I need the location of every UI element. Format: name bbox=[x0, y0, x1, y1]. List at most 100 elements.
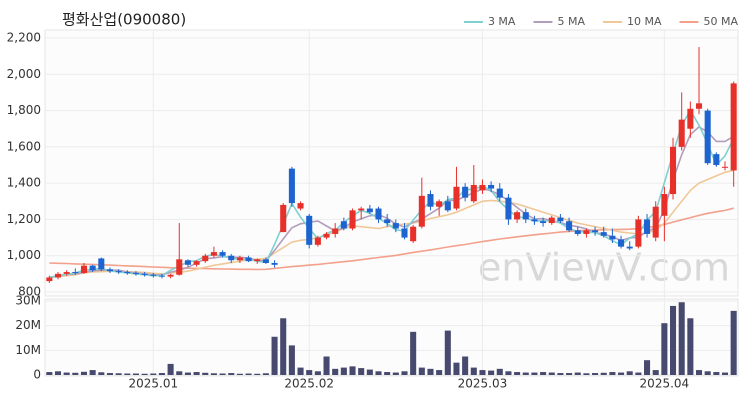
volume-bar bbox=[652, 370, 659, 375]
candle-body bbox=[470, 184, 477, 202]
candle-body bbox=[418, 195, 425, 227]
legend-label: 5 MA bbox=[557, 15, 585, 28]
candle-body bbox=[106, 269, 114, 272]
volume-bar bbox=[89, 370, 96, 375]
volume-bar bbox=[704, 371, 711, 375]
candle-body bbox=[89, 265, 96, 271]
candle-body bbox=[600, 232, 607, 236]
candle-body bbox=[462, 186, 469, 198]
volume-bar bbox=[314, 371, 321, 375]
candle-body bbox=[704, 110, 711, 164]
y-tick-label: 20M bbox=[15, 318, 41, 332]
volume-bar bbox=[548, 372, 555, 375]
candle-body bbox=[262, 259, 269, 263]
candle-body bbox=[453, 186, 460, 209]
candle-body bbox=[531, 219, 538, 222]
y-tick-label: 800 bbox=[18, 285, 41, 299]
ma-line bbox=[49, 207, 734, 271]
volume-bar bbox=[514, 372, 521, 375]
candle-body bbox=[652, 206, 659, 238]
candle-body bbox=[522, 212, 529, 220]
y-tick-label: 1,400 bbox=[7, 176, 41, 190]
candle-body bbox=[167, 274, 174, 277]
candle-body bbox=[635, 219, 642, 247]
candle-body bbox=[349, 210, 356, 229]
candle-body bbox=[548, 217, 555, 224]
volume-bar bbox=[531, 372, 538, 375]
candle-body bbox=[436, 201, 443, 207]
candle-body bbox=[124, 272, 131, 274]
volume-bar bbox=[505, 371, 512, 375]
volume-bar bbox=[721, 372, 729, 375]
volume-bar bbox=[574, 372, 581, 375]
volume-bar bbox=[219, 373, 226, 375]
volume-bar bbox=[349, 366, 356, 375]
volume-bar bbox=[669, 305, 677, 375]
volume-bar bbox=[540, 372, 547, 375]
volume-bar bbox=[444, 330, 451, 375]
volume-bar bbox=[193, 372, 200, 375]
candle-body bbox=[479, 184, 486, 191]
candle-body bbox=[115, 271, 122, 273]
candle-body bbox=[592, 230, 599, 233]
candle-body bbox=[687, 108, 694, 129]
candle-body bbox=[245, 257, 252, 262]
volume-bar bbox=[522, 372, 529, 375]
volume-bar bbox=[72, 372, 79, 375]
y-tick-label: 1,000 bbox=[7, 248, 41, 262]
volume-bar bbox=[496, 368, 503, 375]
volume-bar bbox=[462, 356, 469, 375]
candle-body bbox=[427, 194, 434, 207]
volume-bar bbox=[392, 372, 399, 375]
candle-body bbox=[721, 166, 729, 168]
candle-body bbox=[210, 252, 217, 256]
volume-bar bbox=[63, 372, 70, 375]
volume-bar bbox=[479, 370, 486, 375]
x-tick-label: 2025.03 bbox=[458, 377, 508, 391]
candle-body bbox=[669, 146, 677, 195]
candle-body bbox=[288, 168, 295, 204]
volume-bar bbox=[280, 318, 287, 375]
candle-body bbox=[384, 219, 391, 224]
candle-body bbox=[392, 223, 399, 229]
volume-bar bbox=[245, 373, 252, 375]
candle-body bbox=[730, 83, 737, 171]
candle-body bbox=[80, 265, 88, 273]
y-tick-label: 0 bbox=[33, 368, 41, 382]
volume-bar bbox=[453, 362, 460, 375]
y-tick-label: 30M bbox=[15, 294, 41, 308]
candle-body bbox=[132, 272, 139, 274]
y-tick-label: 2,000 bbox=[7, 67, 41, 81]
volume-bar bbox=[46, 372, 53, 375]
volume-bar bbox=[410, 331, 417, 375]
legend-label: 3 MA bbox=[488, 15, 516, 28]
volume-bar bbox=[98, 372, 105, 375]
candle-body bbox=[618, 239, 625, 247]
volume-bar bbox=[488, 370, 495, 375]
volume-bar bbox=[695, 370, 703, 375]
y-tick-label: 1,200 bbox=[7, 212, 41, 226]
candle-body bbox=[54, 273, 62, 278]
candle-body bbox=[557, 217, 564, 222]
volume-bar bbox=[427, 368, 434, 375]
candle-body bbox=[375, 208, 382, 220]
candle-body bbox=[323, 233, 330, 238]
legend-label: 10 MA bbox=[627, 15, 662, 28]
candle-body bbox=[158, 275, 165, 277]
volume-bar bbox=[176, 371, 183, 375]
candle-body bbox=[340, 221, 347, 229]
candle-body bbox=[271, 262, 278, 265]
x-tick-label: 2025.04 bbox=[640, 377, 690, 391]
candle-body bbox=[236, 257, 243, 261]
volume-bar bbox=[236, 373, 243, 375]
volume-bar bbox=[210, 373, 217, 375]
candle-body bbox=[583, 230, 590, 234]
candle-body bbox=[566, 221, 573, 231]
volume-bar bbox=[618, 372, 625, 375]
candle-body bbox=[314, 237, 321, 245]
chart-title: 평화산업(090080) bbox=[62, 11, 186, 29]
x-tick-label: 2025.01 bbox=[128, 377, 178, 391]
volume-bar bbox=[254, 373, 261, 375]
